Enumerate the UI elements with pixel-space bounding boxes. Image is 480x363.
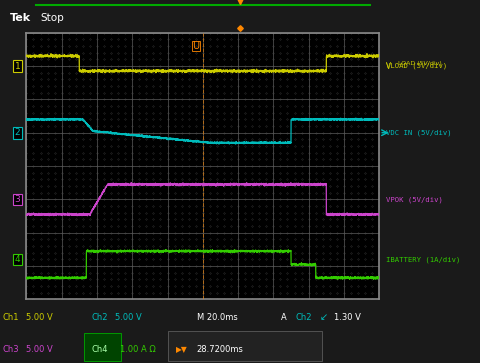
Text: ↙: ↙ [319, 312, 327, 322]
FancyBboxPatch shape [84, 333, 121, 361]
Text: A: A [281, 313, 287, 322]
Text: 4: 4 [15, 255, 20, 264]
Text: 28.7200ms: 28.7200ms [197, 344, 244, 354]
Text: VLOAD (5V/div): VLOAD (5V/div) [386, 63, 448, 69]
Text: 1.30 V: 1.30 V [334, 313, 360, 322]
Text: Ch4: Ch4 [91, 344, 108, 354]
Text: 5.00 V: 5.00 V [115, 313, 142, 322]
Text: 5.00 V: 5.00 V [26, 313, 53, 322]
Text: Ch2: Ch2 [295, 313, 312, 322]
Text: Ch2: Ch2 [91, 313, 108, 322]
Text: IBATTERY (1A/div): IBATTERY (1A/div) [386, 256, 461, 263]
Text: 5.00 V: 5.00 V [26, 344, 53, 354]
Text: ▶▼: ▶▼ [176, 344, 188, 354]
Text: 1.00 A Ω: 1.00 A Ω [120, 344, 156, 354]
Text: VDC IN (5V/div): VDC IN (5V/div) [386, 130, 452, 136]
Text: LOAD (5V/div): LOAD (5V/div) [398, 61, 442, 66]
Text: 2: 2 [15, 128, 20, 137]
Text: Ch3: Ch3 [2, 344, 19, 354]
Text: U: U [192, 41, 199, 51]
FancyBboxPatch shape [168, 331, 322, 361]
Text: Ch1: Ch1 [2, 313, 19, 322]
Text: M 20.0ms: M 20.0ms [197, 313, 238, 322]
Text: 3: 3 [15, 195, 21, 204]
Text: Tek: Tek [10, 13, 31, 23]
Text: V: V [386, 61, 392, 70]
Text: VPOK (5V/div): VPOK (5V/div) [386, 196, 443, 203]
Text: Stop: Stop [41, 13, 64, 23]
Text: 1: 1 [15, 61, 21, 70]
